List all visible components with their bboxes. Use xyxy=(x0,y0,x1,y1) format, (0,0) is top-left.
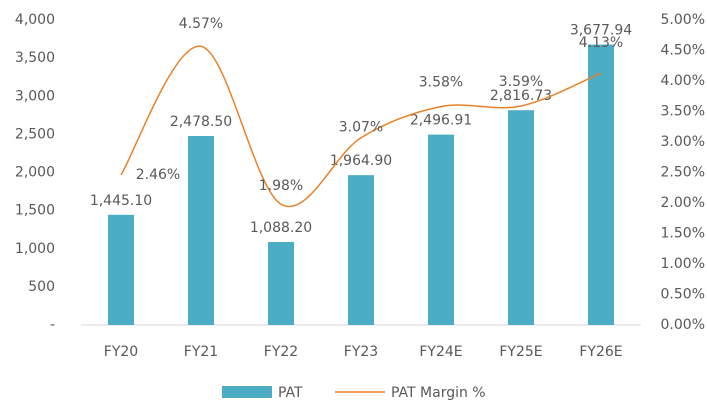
y-tick-label: 4,000 xyxy=(15,12,55,28)
legend-label: PAT xyxy=(278,385,303,401)
line-value-label: 1.98% xyxy=(259,178,303,194)
line-value-label: 4.57% xyxy=(179,16,223,32)
bar-value-label: 1,445.10 xyxy=(90,193,152,209)
y-tick-label: 2,500 xyxy=(15,126,55,142)
x-tick-label: FY23 xyxy=(344,344,378,360)
line xyxy=(120,45,602,208)
y2-tick-label: 1.50% xyxy=(661,226,705,242)
y2-tick-label: 0.00% xyxy=(661,317,705,333)
legend-label: PAT Margin % xyxy=(391,385,486,401)
bar xyxy=(268,242,294,325)
legend-swatch xyxy=(222,386,272,398)
y2-tick-label: 5.00% xyxy=(661,12,705,28)
y2-tick-label: 4.50% xyxy=(661,43,705,59)
x-tick-label: FY21 xyxy=(184,344,218,360)
y-tick-label: 2,000 xyxy=(15,165,55,181)
bar-value-label: 2,816.73 xyxy=(490,88,552,104)
x-tick-label: FY26E xyxy=(579,344,622,360)
line-value-label: 4.13% xyxy=(579,35,623,51)
y2-tick-label: 3.00% xyxy=(661,134,705,150)
y2-tick-label: 4.00% xyxy=(661,73,705,89)
y2-tick-label: 2.50% xyxy=(661,165,705,181)
x-tick-label: FY22 xyxy=(264,344,298,360)
x-tick-label: FY25E xyxy=(499,344,542,360)
bar-value-label: 3,677.94 xyxy=(570,23,632,39)
bar xyxy=(108,214,134,325)
y2-tick-label: 3.50% xyxy=(661,104,705,120)
bar xyxy=(588,44,614,326)
bar xyxy=(428,134,454,325)
y-tick-label: 500 xyxy=(28,279,55,295)
line-value-label: 3.07% xyxy=(339,120,383,136)
y-tick-label: 1,500 xyxy=(15,203,55,219)
y2-tick-label: 2.00% xyxy=(661,195,705,211)
bar-value-label: 1,088.20 xyxy=(250,220,312,236)
x-tick-label: FY20 xyxy=(104,344,138,360)
y-tick-label: 3,500 xyxy=(15,50,55,66)
bar xyxy=(188,136,214,325)
y-tick-label: 3,000 xyxy=(15,88,55,104)
bar-value-label: 1,964.90 xyxy=(330,153,392,169)
y2-tick-label: 0.50% xyxy=(661,287,705,303)
y-tick-label: 1,000 xyxy=(15,241,55,257)
bar xyxy=(348,175,374,325)
line-value-label: 3.59% xyxy=(499,74,543,90)
line-value-label: 2.46% xyxy=(136,167,180,183)
bar xyxy=(508,110,534,325)
line-value-label: 3.58% xyxy=(419,75,463,91)
y-tick-label: - xyxy=(50,317,55,333)
bar-value-label: 2,478.50 xyxy=(170,114,232,130)
y2-tick-label: 1.00% xyxy=(661,256,705,272)
x-tick-label: FY24E xyxy=(419,344,462,360)
bar-value-label: 2,496.91 xyxy=(410,113,472,129)
